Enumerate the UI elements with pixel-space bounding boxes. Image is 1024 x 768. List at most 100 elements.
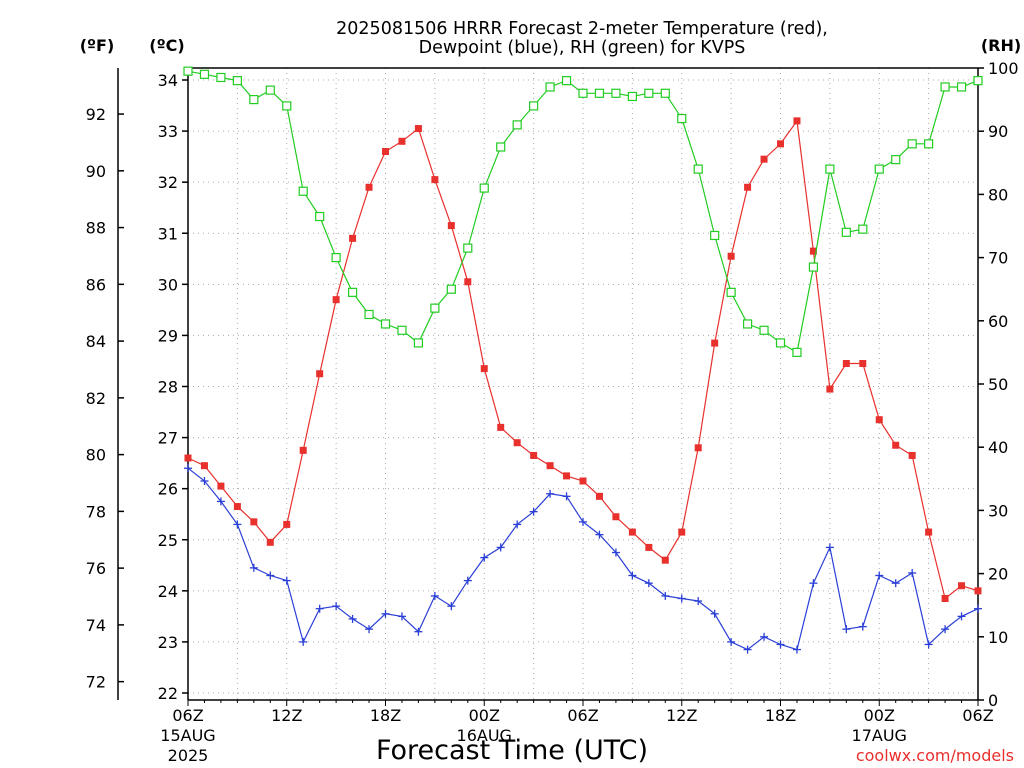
celsius-tick-label: 28 (158, 378, 178, 397)
fahrenheit-tick-label: 74 (86, 616, 106, 635)
dewpoint-point (348, 614, 357, 623)
dewpoint-point (694, 597, 703, 606)
dewpoint-point (677, 594, 686, 603)
rh-point (940, 82, 950, 92)
rh-point (315, 211, 325, 222)
rh-tick-label: 60 (988, 312, 1008, 331)
temperature-point (464, 278, 472, 286)
dewpoint-point (908, 568, 917, 577)
fahrenheit-tick-label: 82 (86, 389, 106, 408)
dewpoint-point (299, 637, 308, 646)
x-axis-label: Forecast Time (UTC) (376, 735, 648, 766)
temperature-point (579, 477, 587, 485)
temperature-point (678, 528, 686, 536)
fahrenheit-tick-label: 78 (86, 502, 106, 521)
temperature-point (497, 423, 505, 431)
grid-lines (188, 68, 978, 700)
temperature-point (530, 451, 538, 459)
temperature-point (398, 137, 406, 145)
rh-point (956, 82, 967, 92)
celsius-tick-label: 26 (158, 480, 178, 499)
dewpoint-point (381, 609, 390, 618)
temperature-point (777, 140, 784, 148)
dewpoint-point (875, 571, 884, 580)
rh-point (232, 76, 242, 86)
rh-point (891, 155, 901, 165)
rh-point (775, 338, 786, 348)
temperature-point (217, 482, 225, 490)
rh-point (841, 227, 851, 237)
temperature-point (744, 183, 752, 191)
rh-tick-label: 30 (988, 501, 1008, 520)
fahrenheit-tick-label: 80 (86, 446, 106, 465)
rh-tick-label: 10 (988, 628, 1008, 647)
rh-point (858, 224, 868, 234)
temperature-point (842, 360, 850, 368)
dewpoint-point (941, 625, 950, 634)
x-tick-label: 12Z (271, 706, 302, 725)
rh-point (430, 303, 440, 313)
rh-point (380, 319, 391, 329)
x-tick-label: 18Z (370, 706, 401, 725)
rh-point (446, 284, 456, 294)
dewpoint-point (496, 543, 505, 552)
rh-unit-label: (RH) (981, 36, 1021, 55)
rh-point (825, 164, 835, 174)
rh-point (677, 113, 687, 124)
dewpoint-point (611, 548, 620, 557)
rh-point (792, 347, 802, 357)
x-tick-label: 06Z (172, 706, 203, 725)
rh-point (594, 88, 605, 98)
rh-tick-label: 90 (988, 122, 1008, 141)
x-tick-label: 2025 (168, 746, 209, 765)
dewpoint-point (546, 489, 555, 498)
rh-point (907, 139, 917, 149)
temperature-point (760, 155, 768, 163)
celsius-tick-label: 27 (158, 429, 178, 448)
x-tick-label: 06Z (567, 706, 598, 725)
dewpoint-point (513, 520, 522, 529)
dewpoint-point (760, 632, 769, 641)
rh-tick-label: 50 (988, 375, 1008, 394)
dewpoint-point (529, 507, 538, 516)
rh-point (265, 85, 275, 95)
dewpoint-point (743, 645, 752, 654)
rh-point (627, 91, 637, 102)
x-tick-label: 15AUG (160, 726, 215, 745)
tick-labels: 22 23 24 25 26 27 28 29 30 31 32 33 34 72 74 76 78 80 82 84… (86, 59, 1019, 765)
celsius-tick-label: 33 (158, 122, 178, 141)
fahrenheit-tick-label: 90 (86, 162, 106, 181)
dewpoint-point (595, 530, 604, 539)
dewpoint-point (447, 602, 456, 611)
rh-tick-label: 100 (988, 59, 1019, 78)
dewpoint-point (792, 645, 801, 654)
temperature-point (233, 503, 241, 511)
data-series (183, 66, 983, 654)
x-tick-label: 00Z (469, 706, 500, 725)
dewpoint-point (249, 563, 258, 572)
rh-tick-label: 70 (988, 249, 1008, 268)
dewpoint-point (661, 591, 670, 600)
dewpoint-point (463, 576, 472, 585)
rh-point (924, 139, 934, 149)
temperature-point (612, 513, 620, 521)
dewpoint-point (480, 553, 489, 562)
rh-point (660, 88, 670, 98)
celsius-tick-label: 32 (158, 173, 178, 192)
rh-point (512, 120, 522, 130)
rh-point (183, 66, 193, 76)
x-tick-label: 18Z (765, 706, 796, 725)
temperature-point (447, 222, 455, 230)
celsius-tick-label: 29 (158, 326, 178, 345)
temperature-point (727, 252, 735, 260)
rh-point (545, 82, 555, 92)
temperature-point (694, 444, 702, 452)
dewpoint-point (282, 576, 291, 585)
dewpoint-point (974, 604, 982, 613)
rh-point (479, 183, 489, 193)
dewpoint-point (562, 492, 571, 501)
dewpoint-point (809, 579, 818, 588)
temperature-point (908, 451, 916, 459)
temperature-point (299, 446, 307, 454)
temperature-point (365, 183, 373, 191)
